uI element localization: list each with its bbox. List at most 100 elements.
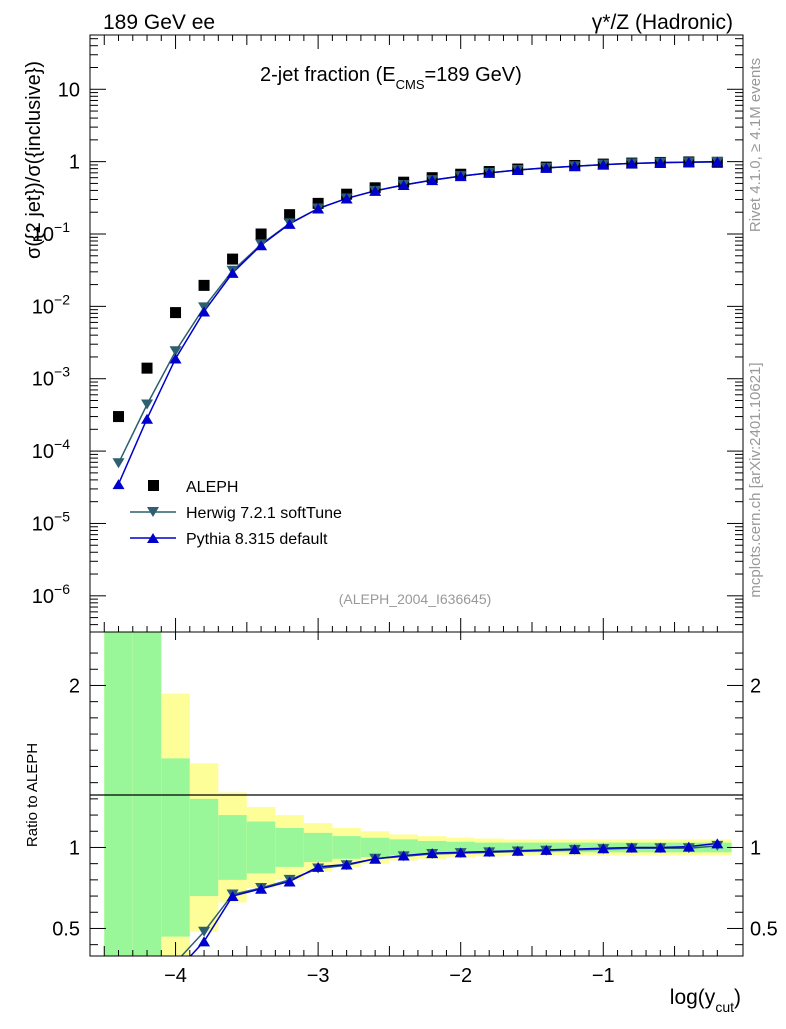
error-band-green-bin <box>275 828 304 867</box>
data-point-aleph <box>255 228 267 240</box>
legend-label-pythia: Pythia 8.315 default <box>186 531 328 548</box>
chart-title-sub: CMS <box>396 77 425 92</box>
main-curves <box>117 160 718 485</box>
data-point-pythia <box>426 175 439 186</box>
ratio-y-tick-label-left: 0.5 <box>52 918 80 940</box>
ratio-point-pythia <box>654 842 667 853</box>
y-tick-label: 10−4 <box>32 436 70 463</box>
legend-marker-aleph <box>148 480 159 491</box>
data-point-pythia <box>454 171 467 182</box>
ratio-point-pythia <box>511 845 524 856</box>
data-point-aleph <box>141 362 153 374</box>
x-axis-label-tail: ) <box>734 986 741 1009</box>
error-band-green-bin <box>389 839 418 856</box>
x-tick-labels: −4 −3 −2 −1 <box>164 965 615 987</box>
y-tick-label-exponent: −6 <box>54 581 70 597</box>
chart-title: 2-jet fraction (ECMS=189 GeV) <box>260 64 522 92</box>
data-point-herwig <box>141 399 154 410</box>
legend: ALEPH Herwig 7.2.1 softTune Pythia 8.315… <box>130 479 342 548</box>
ratio-axis-ticks: 2 2 1 1 0.5 0.5 <box>52 632 778 956</box>
data-point-aleph <box>113 411 125 423</box>
data-point-pythia <box>141 413 154 424</box>
ratio-point-pythia <box>625 842 638 853</box>
y-tick-label: 10 <box>58 79 80 101</box>
error-band-green-bin <box>132 632 162 956</box>
error-band-green-bin <box>161 758 190 937</box>
main-markers <box>112 156 724 490</box>
ratio-curves <box>180 842 718 956</box>
header-left-label: 189 GeV ee <box>103 11 215 34</box>
ratio-point-pythia <box>226 891 239 902</box>
y-axis-label-ratio: Ratio to ALEPH <box>24 743 41 847</box>
data-point-pythia <box>540 162 553 173</box>
ratio-point-pythia <box>454 847 467 858</box>
ratio-y-tick-label-left: 2 <box>69 675 80 697</box>
x-axis-label: log(ycut) <box>670 986 741 1015</box>
data-point-herwig <box>112 458 125 469</box>
data-point-aleph <box>227 253 239 265</box>
ratio-panel: 2 2 1 1 0.5 0.5 Ratio to ALEPH <box>24 631 778 957</box>
chart-title-main: 2-jet fraction (E <box>260 64 396 86</box>
ratio-y-tick-label-left: 1 <box>69 837 80 859</box>
x-tick-label: −2 <box>449 965 472 987</box>
data-point-pythia <box>198 306 211 317</box>
ratio-y-tick-label-right: 0.5 <box>750 918 778 940</box>
legend-item-pythia: Pythia 8.315 default <box>130 531 328 548</box>
ratio-point-pythia <box>540 844 553 855</box>
error-band-green-bin <box>104 632 133 956</box>
data-point-aleph <box>312 197 324 209</box>
header-right-label: γ*/Z (Hadronic) <box>592 11 733 34</box>
ratio-point-pythia <box>568 844 581 855</box>
chart-title-tail: =189 GeV) <box>425 64 522 86</box>
data-point-aleph <box>198 279 210 291</box>
error-band-green-bin <box>246 821 276 874</box>
data-point-aleph <box>170 307 182 319</box>
data-point-pythia <box>369 185 382 196</box>
legend-label-herwig: Herwig 7.2.1 softTune <box>186 505 342 522</box>
legend-label-aleph: ALEPH <box>186 479 238 496</box>
y-tick-label: 10−6 <box>32 581 70 608</box>
ratio-point-pythia <box>397 850 410 861</box>
y-tick-label-base: 10 <box>32 224 54 246</box>
y-tick-label: 10−2 <box>32 291 70 318</box>
ratio-point-pythia <box>255 883 268 894</box>
ratio-point-pythia <box>426 848 439 859</box>
legend-item-herwig: Herwig 7.2.1 softTune <box>130 505 342 522</box>
data-point-pythia <box>483 167 496 178</box>
data-point-pythia <box>711 156 724 167</box>
legend-marker-pythia <box>147 533 159 543</box>
data-point-pythia <box>511 165 524 176</box>
error-band-green-bin <box>360 837 390 858</box>
y-tick-label: 10−5 <box>32 508 70 535</box>
mcplots-reference-label: mcplots.cern.ch [arXiv:2401.10621] <box>747 362 764 597</box>
analysis-id-label: (ALEPH_2004_I636645) <box>339 591 492 607</box>
ratio-point-herwig <box>198 926 211 937</box>
y-tick-label-base: 10 <box>32 369 54 391</box>
ratio-point-pythia <box>483 846 496 857</box>
y-tick-label-exponent: −5 <box>54 508 70 524</box>
data-point-pythia <box>597 159 610 170</box>
data-point-pythia <box>312 203 325 214</box>
data-point-pythia <box>340 193 353 204</box>
error-band-green-bin <box>332 836 361 859</box>
ratio-point-pythia <box>340 859 353 870</box>
y-tick-label-exponent: −1 <box>54 219 70 235</box>
y-tick-label-exponent: −4 <box>54 436 70 452</box>
y-tick-label-exponent: −2 <box>54 291 70 307</box>
error-band-green-bin <box>303 832 333 863</box>
data-point-pythia <box>169 353 182 364</box>
data-point-pythia <box>568 161 581 172</box>
x-tick-label: −3 <box>307 965 330 987</box>
x-axis-label-sub: cut <box>715 999 734 1015</box>
ratio-point-pythia <box>312 861 325 872</box>
ratio-point-pythia <box>711 838 724 849</box>
x-tick-label: −1 <box>592 965 615 987</box>
legend-item-aleph: ALEPH <box>148 479 238 496</box>
ratio-y-tick-label-right: 1 <box>750 837 761 859</box>
x-axis-label-main: log(y <box>670 986 716 1009</box>
x-tick-label: −4 <box>164 965 187 987</box>
data-point-pythia <box>682 157 695 168</box>
ratio-error-bands <box>104 632 732 956</box>
data-point-pythia <box>255 240 268 251</box>
